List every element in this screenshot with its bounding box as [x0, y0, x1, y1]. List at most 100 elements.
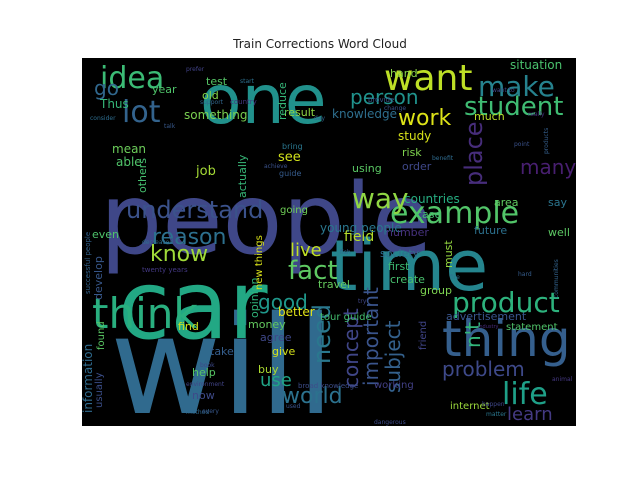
word-good: good: [258, 290, 308, 314]
word-achieve: achieve: [264, 163, 288, 170]
word-future: future: [474, 224, 507, 237]
word-thing: thing: [442, 310, 571, 368]
word-area: area: [494, 196, 519, 209]
word-tour-guide: tour guide: [320, 312, 372, 323]
word-support: support: [200, 99, 224, 106]
word-consider: consider: [90, 115, 116, 122]
word-usually: usually: [94, 372, 105, 408]
word-important: important: [359, 287, 383, 386]
word-travel: travel: [318, 278, 350, 291]
word-work: work: [398, 106, 451, 131]
word-help: help: [192, 366, 216, 379]
word-better: better: [278, 305, 315, 319]
word-result: result: [284, 106, 316, 119]
word-working: working: [374, 380, 414, 391]
word-broad-knowledge: broad knowledge: [298, 382, 358, 390]
word-change: change: [384, 105, 406, 112]
word-book: book: [200, 362, 215, 369]
word-new-things: new things: [254, 235, 265, 290]
word-first: first: [388, 260, 410, 273]
word-products: products: [543, 128, 550, 154]
word-concept: concept: [339, 308, 363, 388]
word-order: order: [402, 160, 432, 173]
word-use: use: [260, 370, 292, 391]
word-many: many: [520, 155, 576, 179]
word-want: want: [384, 58, 472, 99]
word-happen: happen: [482, 401, 505, 408]
word-reason: reason: [152, 225, 226, 250]
word-advertisement: advertisement: [446, 310, 527, 323]
word-animal: animal: [552, 376, 573, 383]
word-successful-people: successful people: [84, 232, 92, 294]
word-life: life: [502, 377, 548, 412]
word-need: need: [308, 304, 336, 364]
word-make: make: [478, 70, 555, 103]
word-car: car: [118, 251, 268, 361]
word-dangerous: dangerous: [374, 419, 406, 426]
word-environment: environment: [186, 381, 225, 388]
word-want-to: want to: [492, 87, 515, 94]
word-day: day: [314, 115, 325, 122]
word-people: people: [100, 163, 432, 277]
word-provide: provide: [368, 96, 394, 104]
word-group: group: [420, 284, 452, 297]
word-case: case: [416, 208, 442, 221]
word-field: field: [344, 229, 374, 245]
word-will: will: [110, 288, 335, 426]
word-understand: understand: [126, 196, 263, 224]
word-number: number: [386, 226, 429, 239]
word-cloud-canvas: people will car time one thing think want idea ex…: [82, 58, 576, 426]
word-used: used: [286, 403, 301, 410]
word-something: something: [184, 108, 248, 122]
word-even: even: [92, 228, 119, 241]
word-test: test: [206, 75, 228, 88]
word-matter: matter: [486, 411, 507, 418]
word-countries: countries: [404, 192, 460, 206]
word-take: take: [210, 345, 234, 358]
word-create: create: [390, 273, 425, 286]
word-actually: actually: [236, 154, 249, 198]
word-guide: guide: [279, 169, 301, 178]
word-person: person: [350, 85, 419, 109]
word-fire: fire: [450, 274, 460, 281]
word-young-people: young people: [320, 221, 402, 235]
word-twenty-years: twenty years: [142, 266, 188, 274]
word-one: one: [200, 61, 327, 140]
word-start: start: [240, 78, 255, 85]
word-job: job: [195, 164, 216, 179]
word-well: well: [548, 226, 570, 239]
word-mean: mean: [112, 142, 146, 156]
word-knowledge: knowledge: [332, 107, 397, 121]
word-study: study: [398, 129, 431, 143]
word-information: information: [82, 344, 95, 413]
word-idea: idea: [100, 61, 164, 96]
word-communities: communities: [553, 259, 560, 298]
word-country: country: [230, 98, 257, 106]
word-product: product: [452, 286, 560, 319]
word-example: example: [390, 196, 519, 231]
word-every: every: [202, 408, 219, 415]
word-industry: industry: [478, 324, 499, 330]
word-benefit: benefit: [432, 155, 454, 162]
word-decreased: decreased: [142, 239, 173, 246]
word-time: time: [330, 225, 488, 307]
word-society: society: [380, 247, 420, 260]
word-agree: agree: [260, 331, 292, 344]
word-prefer: prefer: [186, 66, 205, 73]
word-friend: friend: [418, 321, 429, 350]
word-old: old: [202, 89, 219, 102]
word-know: know: [150, 242, 208, 267]
word-able: able: [116, 155, 142, 169]
word-year: year: [152, 83, 177, 96]
word-talk: talk: [164, 123, 176, 130]
word-n-t: n't: [461, 322, 485, 348]
word-must: must: [442, 240, 455, 268]
word-see: see: [278, 150, 301, 165]
word-think: think: [92, 289, 198, 338]
word-learn: learn: [507, 404, 553, 425]
word-others: others: [136, 158, 149, 193]
word-point: point: [514, 141, 530, 148]
word-opinion: opinion: [248, 277, 261, 318]
word-situation: situation: [510, 58, 562, 72]
